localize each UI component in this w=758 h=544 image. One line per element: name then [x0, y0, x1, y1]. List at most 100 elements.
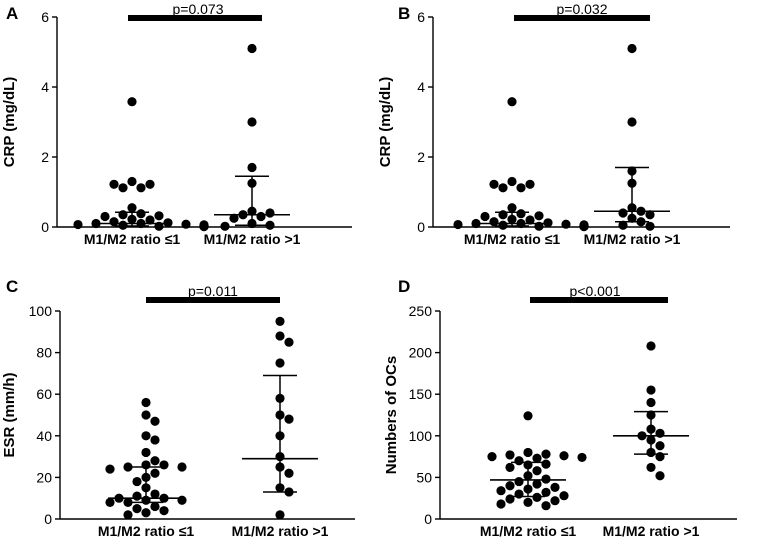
data-point — [453, 219, 463, 230]
data-point — [181, 219, 191, 229]
data-point — [159, 506, 169, 516]
data-point — [123, 510, 133, 520]
data-point — [507, 97, 517, 107]
x-category-label: M1/M2 ratio >1 — [204, 231, 301, 247]
data-point — [579, 222, 589, 232]
data-point — [141, 397, 151, 408]
y-tick-label: 40 — [36, 428, 52, 444]
y-tick-label: 20 — [36, 469, 52, 485]
y-tick-label: 2 — [41, 149, 49, 165]
data-point — [145, 179, 155, 189]
data-point — [496, 486, 506, 496]
data-point — [645, 210, 655, 220]
y-tick-label: 150 — [409, 386, 433, 402]
y-tick-label: 4 — [41, 79, 49, 95]
series-2 — [613, 341, 689, 481]
x-category-label: M1/M2 ratio >1 — [584, 231, 681, 247]
y-axis-title: ESR (mm/h) — [1, 372, 18, 457]
x-category-label: M1/M2 ratio ≤1 — [480, 523, 577, 539]
panel-d: D 0 50 100 150 200 250 Numbers of OCs M1/M2 rati… — [383, 277, 737, 539]
x-category-label: M1/M2 ratio ≤1 — [464, 231, 561, 247]
data-point — [561, 219, 571, 229]
data-point — [73, 219, 83, 230]
data-point — [247, 43, 257, 54]
data-point — [284, 337, 294, 347]
data-point — [541, 487, 551, 497]
series-2 — [242, 316, 318, 520]
x-category-label: M1/M2 ratio ≤1 — [98, 523, 195, 539]
data-point — [247, 162, 257, 173]
y-tick-label: 50 — [416, 469, 432, 485]
y-tick-label: 250 — [409, 303, 433, 319]
data-point — [275, 510, 285, 520]
y-tick-label: 0 — [417, 219, 425, 235]
data-point — [618, 220, 628, 230]
data-point — [127, 203, 137, 213]
data-point — [141, 508, 151, 518]
data-point — [141, 447, 151, 458]
data-point — [132, 476, 142, 487]
data-point — [618, 208, 628, 218]
data-point — [105, 497, 115, 507]
data-point — [256, 211, 266, 222]
panel-letter-a: A — [6, 4, 18, 23]
data-point — [265, 208, 275, 218]
y-axis-title: Numbers of OCs — [383, 356, 400, 474]
data-point — [177, 495, 187, 505]
data-point — [498, 210, 508, 220]
data-point — [516, 209, 526, 219]
data-point — [489, 217, 499, 227]
data-point — [284, 468, 294, 478]
data-point — [150, 435, 160, 445]
data-point — [645, 221, 655, 231]
data-point — [646, 462, 656, 473]
y-tick-label: 0 — [41, 219, 49, 235]
data-point — [265, 220, 275, 230]
panel-c: C 0 20 40 60 80 100 ESR (mm/h) M1/M2 ratio ≤1 M1/… — [1, 277, 355, 539]
data-point — [118, 210, 128, 220]
data-point — [507, 176, 517, 187]
data-point — [247, 117, 257, 127]
y-tick-label: 6 — [41, 9, 49, 25]
data-point — [487, 452, 497, 462]
data-point — [532, 492, 542, 502]
data-point — [505, 481, 515, 491]
data-point — [480, 211, 490, 222]
series-1 — [453, 97, 589, 232]
data-point — [523, 497, 533, 507]
data-point — [220, 221, 230, 231]
data-point — [136, 183, 146, 193]
data-point — [123, 462, 133, 472]
series-1 — [487, 411, 587, 511]
data-point — [150, 468, 160, 478]
y-tick-label: 60 — [36, 386, 52, 402]
data-point — [514, 476, 524, 487]
data-point — [532, 466, 542, 476]
data-point — [275, 358, 285, 368]
data-point — [150, 501, 160, 512]
y-tick-label: 2 — [417, 149, 425, 165]
data-point — [118, 183, 128, 193]
panel-letter-b: B — [398, 4, 410, 23]
data-point — [154, 211, 164, 221]
data-point — [646, 397, 656, 408]
data-point — [496, 499, 506, 509]
p-value-label: p<0.001 — [570, 283, 621, 299]
data-point — [541, 501, 551, 511]
data-point — [136, 209, 146, 219]
panel-letter-d: D — [398, 277, 410, 296]
data-point — [655, 441, 665, 451]
data-point — [525, 179, 535, 189]
x-category-label: M1/M2 ratio >1 — [603, 523, 700, 539]
data-point — [541, 459, 551, 469]
panel-letter-c: C — [6, 277, 18, 296]
data-point — [655, 471, 665, 481]
y-axis-title: CRP (mg/dL) — [377, 77, 394, 168]
data-point — [132, 491, 142, 501]
p-value-label: p=0.011 — [188, 283, 238, 299]
data-point — [559, 451, 569, 461]
data-point — [532, 479, 542, 489]
data-point — [109, 217, 119, 227]
data-point — [141, 431, 151, 441]
